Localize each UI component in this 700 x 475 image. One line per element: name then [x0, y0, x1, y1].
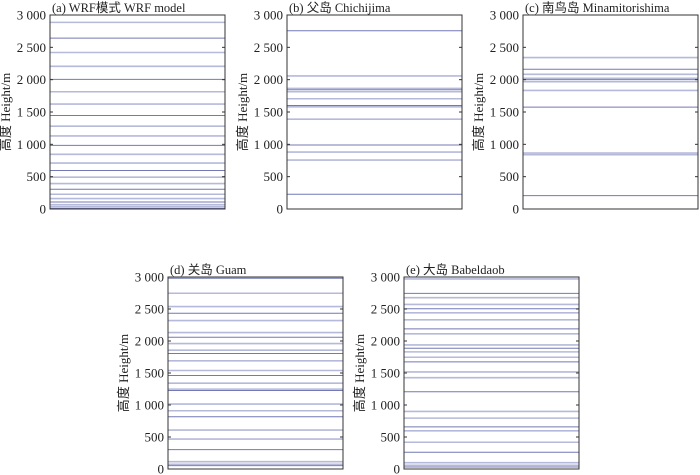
y-tick-label: 1 500 — [17, 105, 46, 120]
y-tick-label: 2 000 — [254, 72, 283, 87]
y-tick-label: 3 000 — [371, 270, 400, 285]
y-tick-label: 1 500 — [254, 105, 283, 120]
y-tick-label: 1 000 — [254, 137, 283, 152]
panel-title: (d) 关岛 Guam — [170, 262, 247, 277]
panel-c: 0 500 1 000 1 500 2 000 2 500 3 000 (c) 南鸟岛 Min… — [471, 0, 699, 217]
panel-title: (a) WRF模式 WRF model — [52, 1, 186, 15]
y-tick-label: 1 000 — [135, 398, 164, 413]
y-axis-label: 高度 Height/m — [352, 334, 367, 412]
y-tick-label: 500 — [27, 169, 47, 184]
panel-a: 0 500 1 000 1 500 2 000 2 500 3 000 (a) WRF模式 W… — [0, 1, 226, 217]
y-tick-label: 3 000 — [135, 270, 164, 285]
y-tick-label: 1 000 — [490, 137, 519, 152]
y-axis-label: 高度 Height/m — [0, 73, 13, 151]
y-tick-label: 500 — [500, 169, 520, 184]
y-tick-label: 500 — [264, 169, 284, 184]
y-tick-label: 1 500 — [371, 366, 400, 381]
y-tick-label: 0 — [513, 202, 520, 217]
y-tick-label: 3 000 — [17, 8, 46, 23]
y-tick-label: 2 000 — [17, 72, 46, 87]
plot-frame — [49, 14, 226, 210]
y-tick-label: 1 500 — [490, 105, 519, 120]
y-tick-label: 0 — [277, 202, 284, 217]
y-tick-label: 3 000 — [254, 8, 283, 23]
y-tick-label: 2 500 — [371, 302, 400, 317]
y-axis-label: 高度 Height/m — [235, 73, 250, 151]
y-tick-label: 500 — [145, 430, 165, 445]
y-tick-label: 500 — [381, 430, 401, 445]
y-tick-label: 0 — [394, 462, 401, 475]
y-tick-label: 2 000 — [371, 334, 400, 349]
panel-title: (e) 大岛 Babeldaob — [406, 262, 505, 277]
panel-e: 0 500 1 000 1 500 2 000 2 500 3 000 (e) 大岛 Babe… — [352, 262, 580, 475]
y-tick-label: 2 500 — [135, 302, 164, 317]
plot-frame — [286, 14, 463, 210]
y-tick-label: 1 000 — [371, 398, 400, 413]
y-tick-label: 2 000 — [135, 334, 164, 349]
panel-title: (c) 南鸟岛 Minamitorishima — [525, 0, 670, 15]
y-tick-label: 1 500 — [135, 366, 164, 381]
y-tick-label: 2 000 — [490, 72, 519, 87]
y-tick-label: 2 500 — [490, 40, 519, 55]
y-tick-label: 2 500 — [17, 40, 46, 55]
panel-title: (b) 父岛 Chichijima — [289, 0, 391, 15]
y-axis-label: 高度 Height/m — [471, 73, 486, 151]
plot-frame — [522, 14, 699, 210]
y-tick-label: 2 500 — [254, 40, 283, 55]
y-axis-label: 高度 Height/m — [116, 334, 131, 412]
y-tick-label: 0 — [158, 462, 165, 475]
y-tick-label: 3 000 — [490, 8, 519, 23]
y-tick-label: 0 — [40, 202, 47, 217]
panel-b: 0 500 1 000 1 500 2 000 2 500 3 000 (b) 父岛 Chic… — [235, 0, 463, 217]
panel-d: 0 500 1 000 1 500 2 000 2 500 3 000 (d) 关岛 Guam… — [116, 262, 344, 475]
y-tick-label: 1 000 — [17, 137, 46, 152]
plot-frame — [403, 276, 580, 470]
